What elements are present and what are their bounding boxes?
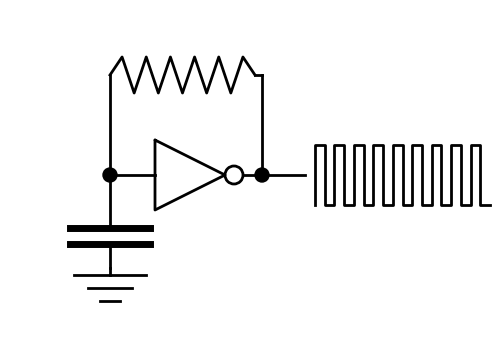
Circle shape (255, 168, 269, 182)
Circle shape (103, 168, 117, 182)
